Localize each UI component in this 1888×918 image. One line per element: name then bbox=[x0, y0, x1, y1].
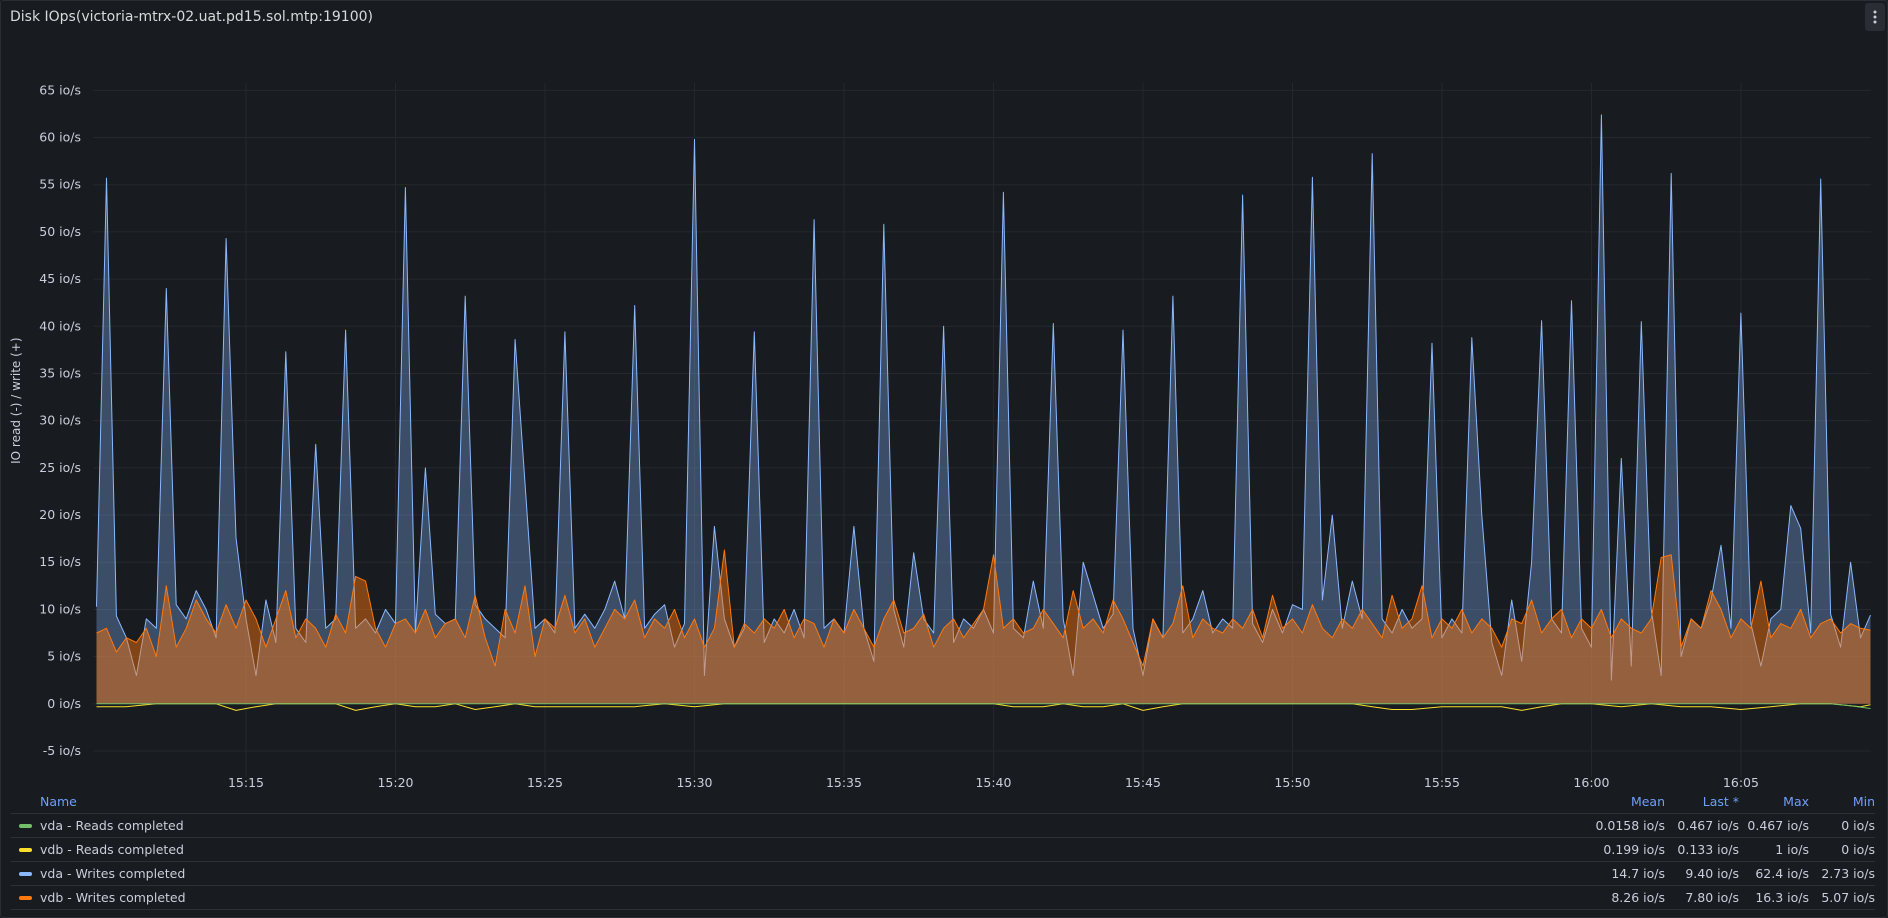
legend-last: 7.80 io/s bbox=[1685, 890, 1739, 905]
legend-mean: 0.199 io/s bbox=[1603, 842, 1665, 857]
legend-swatch[interactable] bbox=[19, 848, 32, 852]
x-tick-label: 15:30 bbox=[676, 775, 712, 790]
kebab-menu-icon bbox=[1873, 10, 1877, 24]
legend-header-last[interactable]: Last * bbox=[1702, 794, 1739, 809]
y-tick-label: 20 io/s bbox=[39, 507, 81, 522]
series-line bbox=[96, 549, 1871, 667]
x-tick-label: 15:20 bbox=[377, 775, 413, 790]
legend-max: 0.467 io/s bbox=[1747, 818, 1809, 833]
series-line bbox=[96, 703, 1871, 709]
x-tick-label: 15:15 bbox=[228, 775, 264, 790]
y-tick-label: 40 io/s bbox=[39, 318, 81, 333]
legend-row: vdb - Writes completed 8.26 io/s 7.80 io… bbox=[11, 885, 1875, 910]
x-tick-label: 15:25 bbox=[527, 775, 563, 790]
x-tick-label: 15:50 bbox=[1274, 775, 1310, 790]
y-tick-label: 60 io/s bbox=[39, 130, 81, 145]
x-tick-label: 16:05 bbox=[1723, 775, 1759, 790]
legend-last: 9.40 io/s bbox=[1685, 866, 1739, 881]
legend-max: 1 io/s bbox=[1775, 842, 1809, 857]
y-tick-label: 65 io/s bbox=[39, 82, 81, 97]
x-tick-label: 15:40 bbox=[975, 775, 1011, 790]
legend-table: Name Mean Last * Max Min vda - Reads com… bbox=[11, 791, 1875, 910]
x-tick-label: 15:55 bbox=[1424, 775, 1460, 790]
legend-swatch[interactable] bbox=[19, 824, 32, 828]
legend-header-name[interactable]: Name bbox=[40, 794, 77, 809]
y-axis-label: IO read (-) / write (+) bbox=[9, 337, 23, 463]
legend-swatch[interactable] bbox=[19, 896, 32, 900]
x-tick-label: 15:35 bbox=[826, 775, 862, 790]
series-line bbox=[96, 703, 1871, 711]
legend-min: 0 io/s bbox=[1841, 842, 1875, 857]
legend-mean: 14.7 io/s bbox=[1611, 866, 1665, 881]
legend-max: 62.4 io/s bbox=[1755, 866, 1809, 881]
time-series-chart[interactable]: -5 io/s 0 io/s 5 io/s 10 io/s 15 io/s 20 io/s… bbox=[1, 35, 1888, 791]
x-tick-label: 15:45 bbox=[1125, 775, 1161, 790]
legend-min: 5.07 io/s bbox=[1821, 890, 1875, 905]
y-tick-label: 55 io/s bbox=[39, 177, 81, 192]
legend-header-mean[interactable]: Mean bbox=[1630, 794, 1665, 809]
y-tick-label: 5 io/s bbox=[47, 649, 81, 664]
legend-row: vdb - Reads completed 0.199 io/s 0.133 i… bbox=[11, 837, 1875, 861]
legend-header-min[interactable]: Min bbox=[1852, 794, 1875, 809]
y-tick-label: 25 io/s bbox=[39, 460, 81, 475]
legend-mean: 8.26 io/s bbox=[1611, 890, 1665, 905]
y-tick-label: 35 io/s bbox=[39, 365, 81, 380]
y-tick-label: 45 io/s bbox=[39, 271, 81, 286]
series-area bbox=[96, 114, 1871, 704]
panel-menu-button[interactable] bbox=[1865, 3, 1885, 31]
panel-title: Disk IOps(victoria-mtrx-02.uat.pd15.sol.… bbox=[10, 9, 373, 25]
legend-row: vda - Writes completed 14.7 io/s 9.40 io… bbox=[11, 861, 1875, 885]
legend-series-name[interactable]: vda - Writes completed bbox=[40, 866, 186, 881]
legend-row: vda - Reads completed 0.0158 io/s 0.467 … bbox=[11, 813, 1875, 837]
y-tick-label: 50 io/s bbox=[39, 224, 81, 239]
legend-min: 0 io/s bbox=[1841, 818, 1875, 833]
legend-series-name[interactable]: vda - Reads completed bbox=[40, 818, 184, 833]
legend-mean: 0.0158 io/s bbox=[1595, 818, 1665, 833]
y-tick-label: 0 io/s bbox=[47, 696, 81, 711]
x-tick-label: 16:00 bbox=[1573, 775, 1609, 790]
legend-series-name[interactable]: vdb - Writes completed bbox=[40, 890, 186, 905]
y-tick-label: 10 io/s bbox=[39, 601, 81, 616]
series-area bbox=[96, 550, 1871, 704]
legend-series-name[interactable]: vdb - Reads completed bbox=[40, 842, 184, 857]
legend-header: Name Mean Last * Max Min bbox=[11, 791, 1875, 813]
legend-min: 2.73 io/s bbox=[1821, 866, 1875, 881]
y-tick-label: -5 io/s bbox=[43, 743, 81, 758]
legend-last: 0.133 io/s bbox=[1677, 842, 1739, 857]
legend-max: 16.3 io/s bbox=[1755, 890, 1809, 905]
legend-swatch[interactable] bbox=[19, 872, 32, 876]
legend-header-max[interactable]: Max bbox=[1783, 794, 1809, 809]
legend-last: 0.467 io/s bbox=[1677, 818, 1739, 833]
y-tick-label: 30 io/s bbox=[39, 413, 81, 428]
y-tick-label: 15 io/s bbox=[39, 554, 81, 569]
